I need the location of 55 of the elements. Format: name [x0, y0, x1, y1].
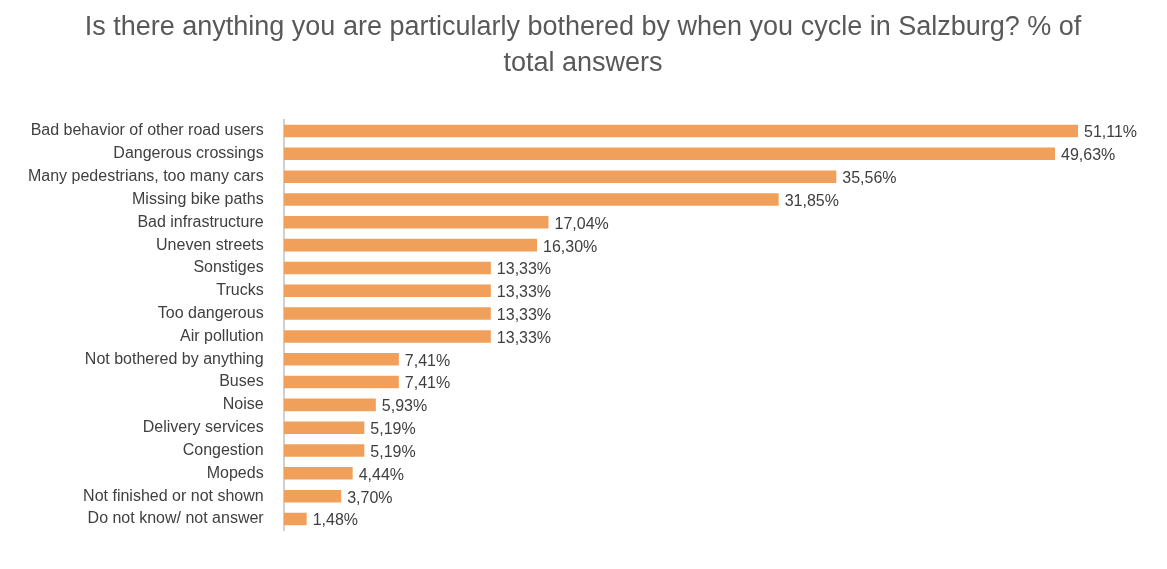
bar [283, 467, 353, 480]
bar [283, 170, 837, 183]
bar [283, 124, 1078, 138]
bar [283, 284, 491, 298]
y-tick-label: Delivery services [142, 418, 264, 436]
y-tick-label: Noise [222, 395, 264, 413]
data-label: 13,33% [496, 283, 552, 301]
bar [283, 421, 365, 434]
y-tick-label: Trucks [216, 281, 264, 299]
bar [283, 193, 779, 206]
bar [283, 147, 1055, 161]
bar [283, 489, 342, 503]
bar [283, 238, 537, 252]
data-label: 13,33% [496, 328, 552, 346]
data-label: 51,11% [1084, 123, 1138, 141]
data-label: 5,19% [370, 442, 416, 460]
data-label: 5,93% [381, 397, 428, 415]
y-tick-label: Uneven streets [156, 235, 264, 253]
bar [283, 330, 491, 343]
data-label: 31,85% [784, 191, 839, 209]
data-label: 3,70% [347, 488, 393, 506]
data-label: 1,48% [312, 511, 359, 529]
data-label: 49,63% [1061, 146, 1116, 164]
y-tick-label: Buses [219, 372, 264, 390]
data-label: 7,41% [404, 374, 451, 392]
y-tick-label: Air pollution [180, 326, 264, 344]
y-tick-label: Mopeds [206, 463, 264, 481]
data-label: 5,19% [370, 420, 416, 438]
y-tick-label: Congestion [182, 440, 264, 458]
y-tick-label: Sonstiges [193, 258, 264, 276]
bar [283, 261, 491, 275]
y-tick-label: Dangerous crossings [113, 144, 264, 162]
data-label: 13,33% [496, 306, 552, 323]
bar [283, 375, 399, 389]
data-label: 35,56% [842, 169, 897, 187]
data-label: 4,44% [358, 465, 405, 483]
bar [283, 512, 307, 526]
data-label: 7,41% [404, 351, 451, 369]
bar [283, 216, 549, 229]
data-label: 16,30% [542, 237, 598, 255]
bar [283, 444, 365, 457]
y-tick-label: Many pedestrians, too many cars [27, 167, 264, 185]
y-tick-label: Missing bike paths [132, 189, 264, 207]
bar [283, 307, 491, 320]
y-tick-label: Not bothered by anything [84, 349, 264, 367]
data-label: 13,33% [496, 260, 552, 278]
y-tick-label: Too dangerous [157, 304, 264, 321]
chart-title: Is there anything you are particularly bothered by when you cycle in Salzburg? % of total answers [83, 10, 1083, 79]
data-label: 17,04% [554, 214, 609, 232]
bar [283, 352, 399, 366]
bar [283, 398, 376, 412]
y-tick-label: Bad behavior of other road users [30, 121, 264, 139]
y-tick-label: Bad infrastructure [137, 212, 264, 230]
y-tick-label: Not finished or not shown [83, 486, 264, 504]
y-tick-label: Do not know/ not answer [87, 509, 265, 527]
